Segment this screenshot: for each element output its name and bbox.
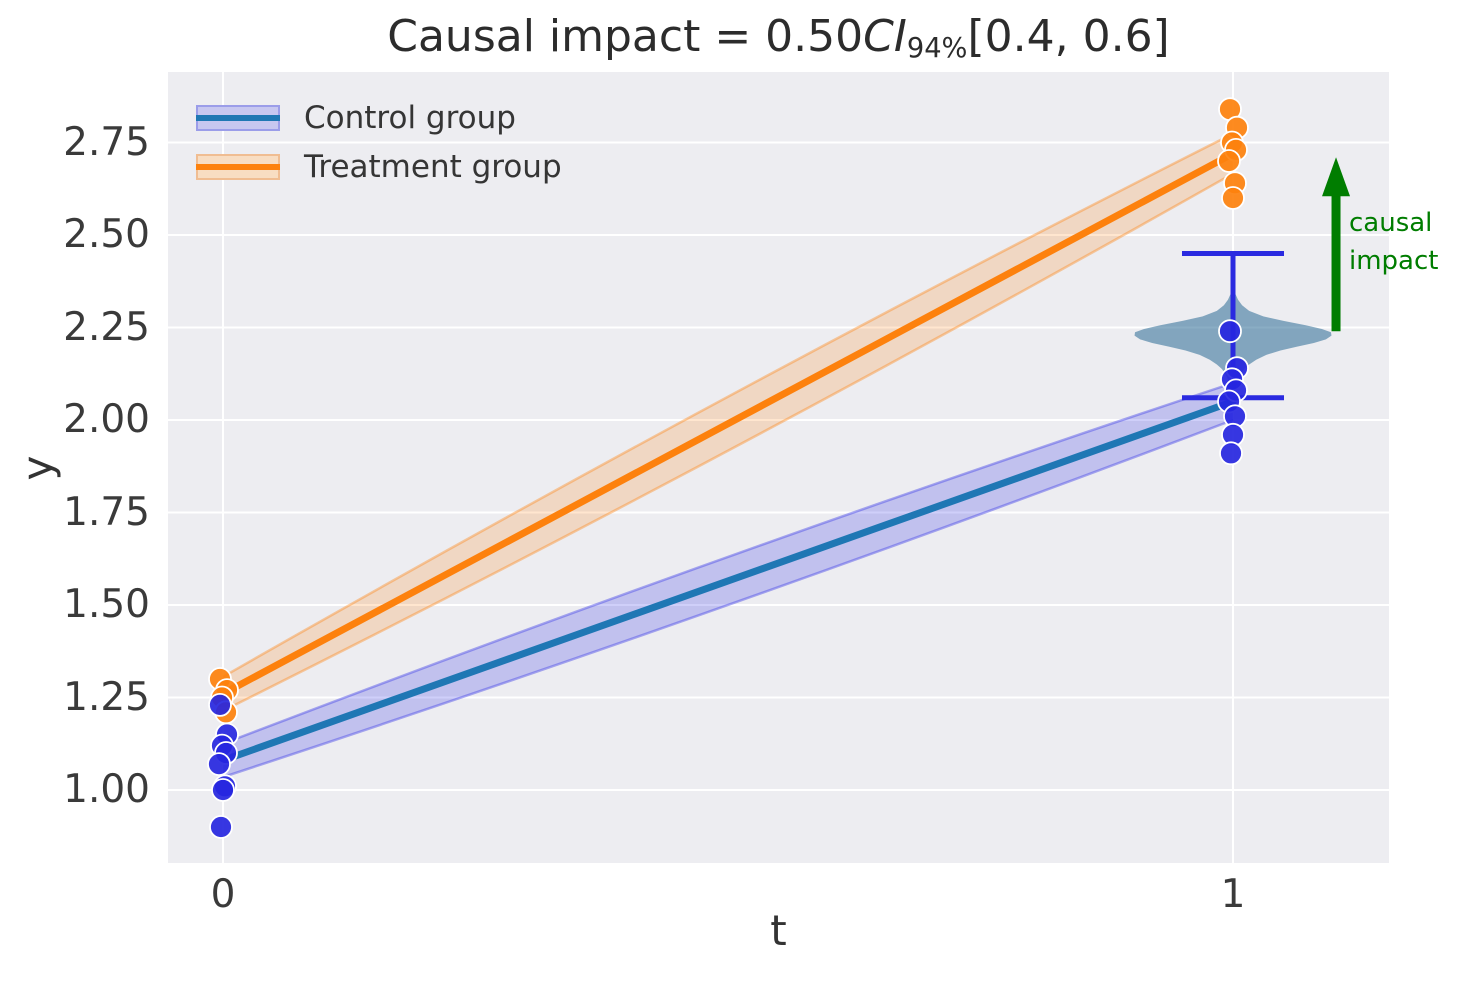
- x-axis-label: t: [770, 906, 787, 955]
- causal-impact-arrow-head: [1322, 157, 1351, 197]
- legend-item-control: Control group: [196, 99, 562, 137]
- y-tick-label: 2.50: [63, 212, 150, 257]
- y-axis-label: y: [13, 455, 62, 481]
- plot-area: [168, 72, 1389, 863]
- chart-canvas: [168, 72, 1389, 863]
- legend-item-treatment: Treatment group: [196, 148, 562, 186]
- control-scatter-point: [209, 815, 233, 839]
- x-tick-label: 0: [210, 872, 236, 917]
- y-tick-label: 1.25: [63, 674, 150, 720]
- control-band-swatch: [196, 105, 280, 131]
- treatment-scatter-point: [1221, 186, 1245, 210]
- y-tick-label: 2.75: [63, 119, 150, 165]
- treatment-band-swatch: [196, 154, 280, 180]
- treatment-scatter-point: [1217, 149, 1241, 173]
- title-prefix: Causal impact = 0.50: [387, 11, 864, 62]
- annotation-line-1: causal: [1349, 208, 1433, 238]
- treatment-line: [219, 150, 1237, 698]
- treatment-line-swatch: [196, 164, 280, 170]
- control-scatter-point: [211, 778, 235, 802]
- y-tick-label: 1.75: [63, 489, 150, 535]
- control-band-edge: [222, 381, 1234, 745]
- title-interval: [0.4, 0.6]: [967, 11, 1170, 62]
- title-ci: CI: [863, 11, 907, 62]
- legend: Control group Treatment group: [196, 99, 562, 197]
- control-scatter-point: [208, 693, 232, 717]
- x-tick-label: 1: [1220, 872, 1246, 917]
- y-tick-label: 2.00: [63, 397, 150, 442]
- y-tick-label: 2.25: [63, 304, 150, 350]
- title-ci-sub: 94%: [906, 33, 968, 64]
- y-tick-label: 1.00: [63, 767, 150, 812]
- chart-title: Causal impact = 0.50CI94%[0.4, 0.6]: [168, 8, 1389, 66]
- legend-label: Control group: [304, 100, 516, 136]
- control-band-edge: [222, 418, 1234, 779]
- treatment-band-edge: [222, 132, 1234, 678]
- causal-impact-annotation: causal impact: [1349, 204, 1438, 280]
- y-tick-label: 1.50: [63, 582, 150, 627]
- control-scatter-point: [1219, 441, 1243, 466]
- control-line-swatch: [196, 115, 280, 121]
- annotation-line-2: impact: [1349, 246, 1439, 276]
- control-scatter-point: [207, 752, 231, 776]
- treatment-band-edge: [222, 172, 1234, 712]
- control-line: [219, 398, 1237, 764]
- legend-label: Treatment group: [304, 149, 562, 185]
- control-scatter-point: [1218, 319, 1242, 344]
